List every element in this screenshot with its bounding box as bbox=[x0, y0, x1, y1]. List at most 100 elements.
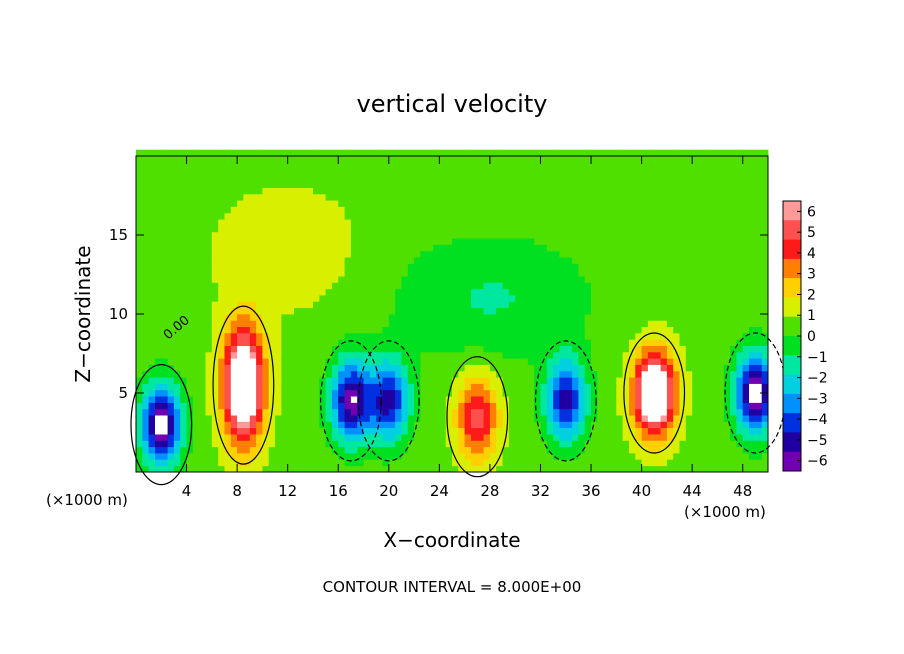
heatmap-cell bbox=[433, 440, 440, 448]
heatmap-cell bbox=[622, 212, 630, 220]
heatmap-cell bbox=[736, 301, 744, 309]
heatmap-cell bbox=[736, 244, 744, 252]
heatmap-cell bbox=[249, 181, 257, 188]
heatmap-cell bbox=[262, 364, 270, 372]
heatmap-cell bbox=[730, 465, 737, 473]
heatmap-cell bbox=[363, 453, 371, 460]
heatmap-cell bbox=[363, 263, 371, 271]
heatmap-cell bbox=[161, 219, 168, 226]
heatmap-cell bbox=[698, 459, 706, 467]
heatmap-cell bbox=[142, 257, 149, 264]
heatmap-cell bbox=[249, 225, 257, 233]
heatmap-cell bbox=[508, 149, 516, 157]
heatmap-cell bbox=[256, 446, 263, 454]
heatmap-cell bbox=[591, 364, 598, 372]
heatmap-cell bbox=[306, 175, 314, 182]
heatmap-cell bbox=[553, 364, 560, 372]
heatmap-cell bbox=[275, 408, 282, 416]
heatmap-cell bbox=[243, 219, 251, 226]
heatmap-cell bbox=[357, 307, 364, 315]
heatmap-cell bbox=[237, 263, 244, 271]
heatmap-cell bbox=[742, 370, 750, 378]
heatmap-cell bbox=[508, 238, 516, 245]
heatmap-cell bbox=[313, 326, 320, 334]
heatmap-cell bbox=[616, 250, 623, 258]
heatmap-cell bbox=[603, 269, 611, 277]
heatmap-cell bbox=[420, 320, 428, 327]
heatmap-cell bbox=[496, 244, 503, 252]
heatmap-cell bbox=[211, 440, 219, 448]
heatmap-cell bbox=[723, 377, 731, 384]
heatmap-cell bbox=[692, 149, 699, 157]
heatmap-cell bbox=[199, 276, 206, 283]
heatmap-cell bbox=[635, 269, 642, 277]
heatmap-cell bbox=[344, 370, 352, 378]
heatmap-cell bbox=[275, 276, 282, 283]
heatmap-cell bbox=[407, 187, 415, 195]
heatmap-cell bbox=[331, 250, 339, 258]
heatmap-cell bbox=[230, 156, 238, 163]
heatmap-cell bbox=[622, 219, 630, 226]
heatmap-cell bbox=[426, 396, 434, 403]
heatmap-cell bbox=[464, 149, 472, 157]
heatmap-cell bbox=[546, 168, 554, 176]
heatmap-cell bbox=[173, 219, 181, 226]
heatmap-cell bbox=[508, 326, 516, 334]
heatmap-cell bbox=[249, 238, 257, 245]
heatmap-cell bbox=[660, 225, 668, 233]
heatmap-cell bbox=[673, 314, 680, 321]
heatmap-cell bbox=[502, 339, 510, 346]
heatmap-cell bbox=[256, 219, 263, 226]
heatmap-cell bbox=[616, 200, 623, 207]
heatmap-cell bbox=[211, 295, 219, 302]
heatmap-cell bbox=[622, 225, 630, 233]
heatmap-cell bbox=[376, 345, 383, 353]
heatmap-cell bbox=[376, 168, 383, 176]
heatmap-cell bbox=[275, 358, 282, 365]
heatmap-cell bbox=[704, 370, 712, 378]
heatmap-cell bbox=[711, 446, 718, 454]
heatmap-cell bbox=[698, 282, 706, 290]
heatmap-cell bbox=[736, 162, 744, 169]
heatmap-cell bbox=[534, 396, 541, 403]
heatmap-cell bbox=[426, 162, 434, 169]
heatmap-cell bbox=[635, 377, 642, 384]
heatmap-cell bbox=[502, 326, 510, 334]
heatmap-cell bbox=[395, 156, 402, 163]
heatmap-cell bbox=[224, 345, 232, 353]
heatmap-cell bbox=[268, 446, 276, 454]
heatmap-cell bbox=[262, 402, 270, 410]
heatmap-cell bbox=[142, 459, 149, 467]
heatmap-cell bbox=[218, 193, 225, 201]
heatmap-cell bbox=[313, 212, 320, 220]
heatmap-cell bbox=[597, 427, 605, 435]
heatmap-cell bbox=[666, 383, 674, 391]
heatmap-cell bbox=[306, 339, 314, 346]
heatmap-cell bbox=[742, 377, 750, 384]
heatmap-cell bbox=[723, 421, 731, 429]
heatmap-cell bbox=[584, 415, 592, 422]
heatmap-cell bbox=[660, 288, 668, 296]
heatmap-cell bbox=[736, 408, 744, 416]
heatmap-cell bbox=[660, 345, 668, 353]
heatmap-cell bbox=[610, 244, 617, 252]
heatmap-cell bbox=[527, 168, 535, 176]
heatmap-cell bbox=[496, 200, 503, 207]
heatmap-cell bbox=[660, 219, 668, 226]
heatmap-cell bbox=[211, 427, 219, 435]
heatmap-cell bbox=[173, 459, 181, 467]
heatmap-cell bbox=[161, 320, 168, 327]
heatmap-cell bbox=[629, 408, 636, 416]
heatmap-cell bbox=[300, 320, 307, 327]
heatmap-cell bbox=[167, 193, 175, 201]
heatmap-cell bbox=[540, 231, 548, 239]
heatmap-cell bbox=[471, 282, 478, 290]
heatmap-cell bbox=[313, 314, 320, 321]
heatmap-cell bbox=[641, 187, 649, 195]
heatmap-cell bbox=[673, 276, 680, 283]
heatmap-cell bbox=[199, 269, 206, 277]
heatmap-cell bbox=[647, 383, 655, 391]
heatmap-cell bbox=[205, 212, 213, 220]
heatmap-cell bbox=[294, 402, 301, 410]
heatmap-cell bbox=[331, 269, 339, 277]
